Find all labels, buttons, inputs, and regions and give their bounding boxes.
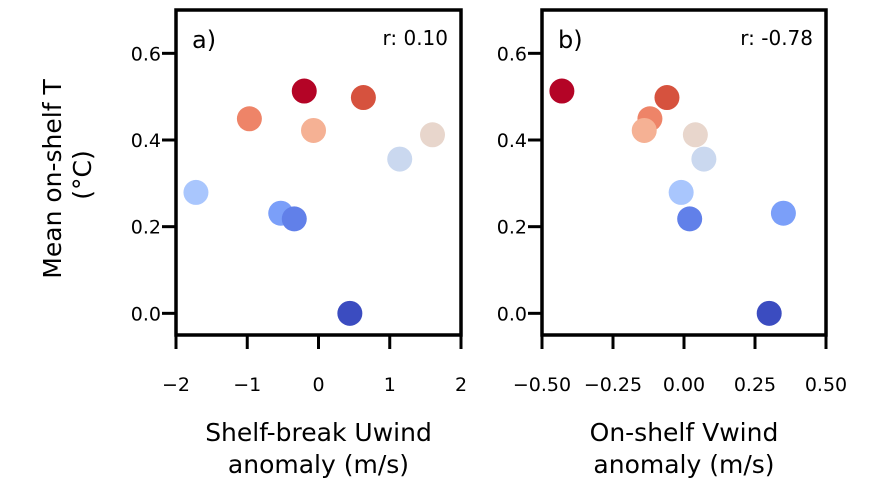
x-tick-label: 0 (312, 374, 324, 396)
panel-label: a) (192, 26, 216, 54)
y-tick-label: 0.2 (131, 217, 161, 239)
correlation-annotation: r: -0.78 (740, 26, 813, 50)
x-tick-label: 0.25 (734, 374, 776, 396)
y-axis-title-line-2: (°C) (68, 150, 97, 199)
scatter-point (654, 85, 680, 111)
x-axis-title-line: anomaly (m/s) (228, 450, 409, 479)
scatter-point (291, 78, 317, 104)
x-tick-label: 2 (455, 374, 467, 396)
scatter-point (549, 78, 575, 104)
y-tick-label: 0.0 (131, 303, 161, 325)
y-tick-label: 0.2 (497, 217, 527, 239)
panel-a: −2 −1 0 1 2 0.0 0.2 0.4 0.6 a) r: 0.10 Shelf-break … (131, 8, 467, 479)
x-tick-label: 1 (384, 374, 396, 396)
x-tick-label: 0.00 (663, 374, 705, 396)
scatter-point (387, 146, 413, 172)
y-tick-label: 0.6 (497, 43, 527, 65)
scatter-point (337, 300, 363, 326)
x-tick-label: 0.50 (805, 374, 847, 396)
x-axis-title-line: anomaly (m/s) (593, 450, 774, 479)
scatter-point (236, 106, 262, 132)
plot-frame (540, 8, 828, 337)
shared-y-axis-title: Mean on-shelf T (°C) (38, 71, 97, 278)
plot-frame (174, 8, 463, 337)
scatter-point (301, 117, 327, 143)
x-axis-title: Shelf-break Uwind anomaly (m/s) (205, 418, 432, 479)
scatter-point (770, 200, 796, 226)
scatter-point (682, 122, 708, 148)
x-axis-title: On-shelf Vwind anomaly (m/s) (590, 418, 779, 479)
correlation-annotation: r: 0.10 (383, 26, 449, 50)
scatter-point (350, 85, 376, 111)
scatter-point (631, 117, 657, 143)
x-axis-title-line: Shelf-break Uwind (205, 418, 432, 447)
y-axis-title-line-1: Mean on-shelf T (38, 79, 67, 279)
y-tick-label: 0.4 (497, 130, 527, 152)
scatter-point (677, 206, 703, 232)
y-tick-label: 0.0 (497, 303, 527, 325)
x-tick-label: −0.50 (513, 374, 571, 396)
scatter-point (691, 146, 717, 172)
scatter-point (183, 179, 209, 205)
x-tick-label: −1 (233, 374, 261, 396)
scatter-point (668, 179, 694, 205)
panel-label: b) (558, 26, 583, 54)
scatter-point (281, 206, 307, 232)
x-tick-label: −2 (162, 374, 190, 396)
y-tick-label: 0.6 (131, 43, 161, 65)
x-tick-label: −0.25 (584, 374, 642, 396)
scatter-point (420, 122, 445, 148)
panel-b: −0.50 −0.25 0.00 0.25 0.50 0.0 0.2 0.4 0.6 b) r: -… (497, 8, 847, 479)
x-axis-title-line: On-shelf Vwind (590, 418, 779, 447)
y-tick-label: 0.4 (131, 130, 161, 152)
scatter-point (756, 300, 782, 326)
